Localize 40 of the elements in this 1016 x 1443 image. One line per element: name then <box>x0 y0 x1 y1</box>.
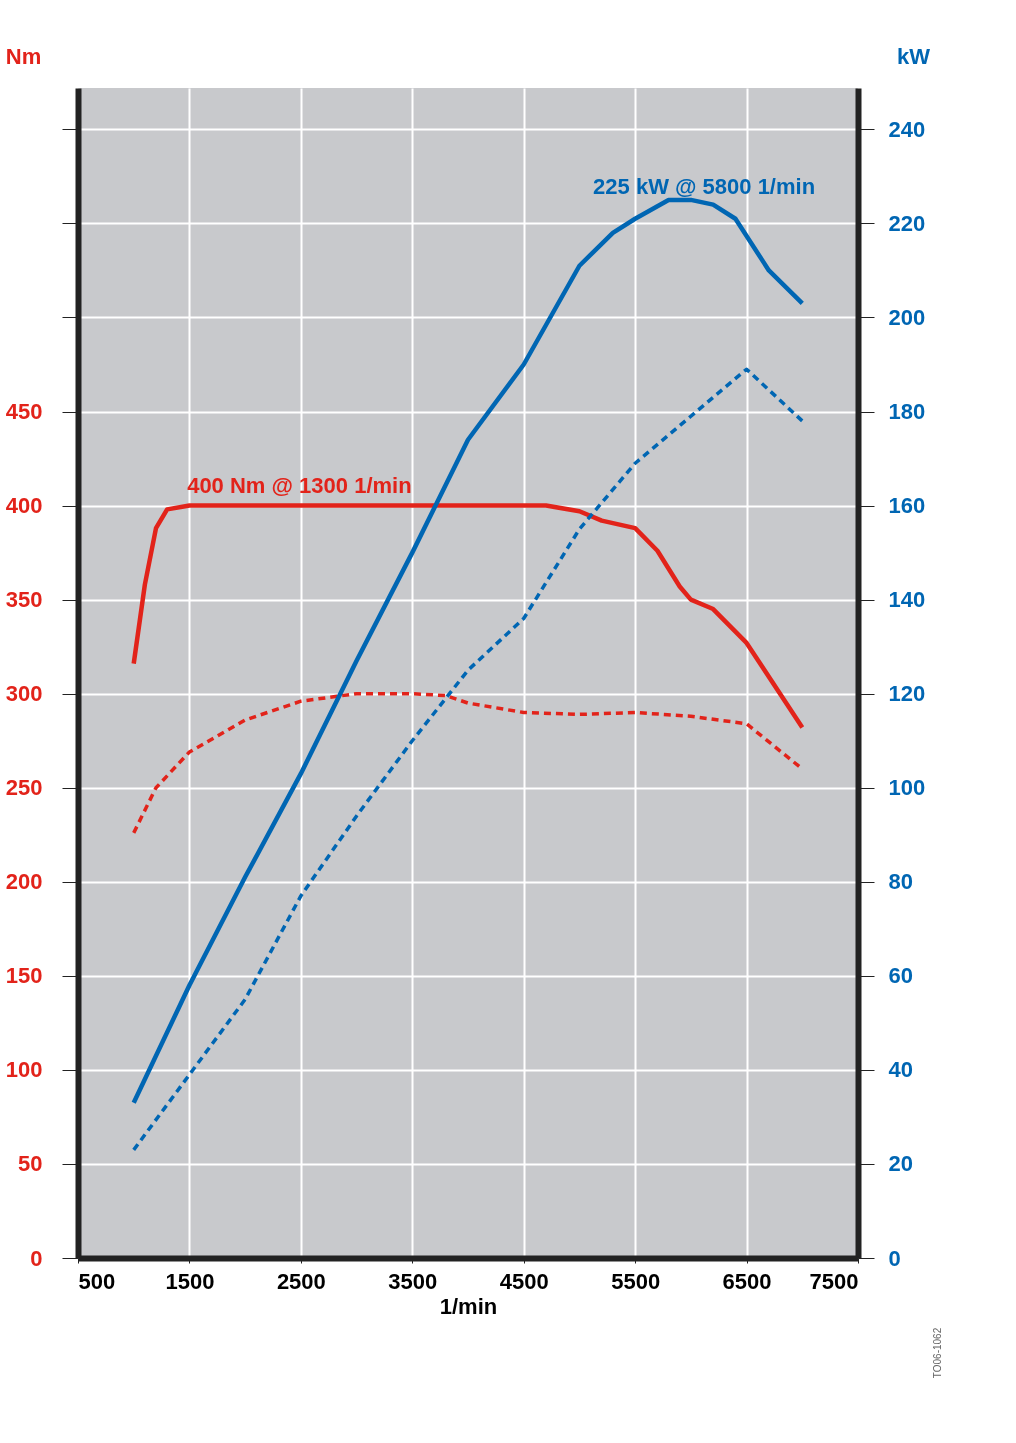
y-tick-label: 0 <box>30 1245 43 1271</box>
y-tick-label: 400 <box>5 493 43 519</box>
y2-tick-label: 200 <box>888 304 926 330</box>
y2-tick-label: 60 <box>888 963 913 989</box>
x-tick-label: 5500 <box>611 1268 661 1294</box>
text: TO06-1062 <box>932 1327 943 1379</box>
y-tick-label: 150 <box>5 963 43 989</box>
y-tick-label: 300 <box>5 681 43 707</box>
y-tick-label: 100 <box>5 1057 43 1083</box>
annotation: 400 Nm @ 1300 1/min <box>187 472 412 498</box>
y2-tick-label: 100 <box>888 775 926 801</box>
x-tick-label: 7500 <box>809 1268 859 1294</box>
y-tick-label: 50 <box>18 1151 43 1177</box>
y2-tick-label: 120 <box>888 681 926 707</box>
x-tick-label: 4500 <box>499 1268 549 1294</box>
x-axis-title: 1/min <box>439 1293 498 1319</box>
annotation: 225 kW @ 5800 1/min <box>593 174 816 200</box>
line-series <box>131 503 805 730</box>
y2-tick-label: 240 <box>888 116 926 142</box>
y2-tick-label: 140 <box>888 587 926 613</box>
y2-tick-label: 20 <box>888 1151 913 1177</box>
y-tick-label: 200 <box>5 869 43 895</box>
x-tick-label: 3500 <box>388 1268 438 1294</box>
y2-tick-label: 180 <box>888 399 926 425</box>
y2-tick-label: 160 <box>888 493 926 519</box>
y-tick-label: 250 <box>5 775 43 801</box>
x-tick-label: 1500 <box>165 1268 215 1294</box>
x-tick-label: 6500 <box>722 1268 772 1294</box>
y-tick-label: 350 <box>5 587 43 613</box>
line-series <box>131 197 805 1106</box>
y2-axis-title: kW <box>897 43 931 69</box>
y2-tick-label: 220 <box>888 210 926 236</box>
x-tick-label: 2500 <box>276 1268 326 1294</box>
line-series <box>131 367 805 1152</box>
x-tick-label: 500 <box>78 1268 116 1294</box>
y2-tick-label: 0 <box>888 1245 901 1271</box>
y2-tick-label: 80 <box>888 869 913 895</box>
y2-tick-label: 40 <box>888 1057 913 1083</box>
y-axis-title: Nm <box>5 43 42 69</box>
y-tick-label: 450 <box>5 399 43 425</box>
